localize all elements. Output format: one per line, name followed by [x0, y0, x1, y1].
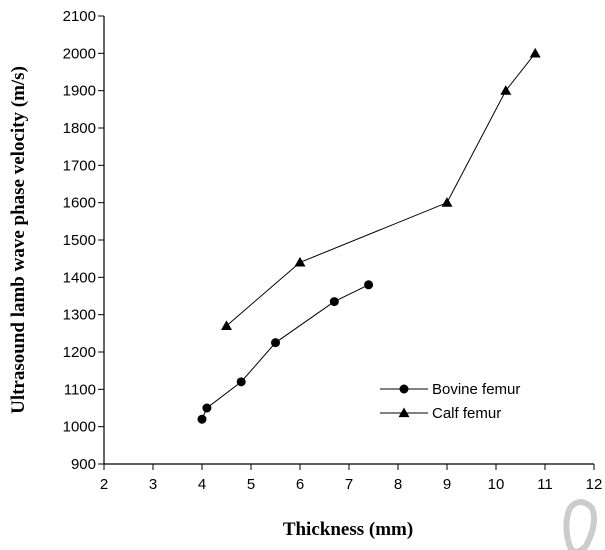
data-point-bovine-femur [329, 297, 339, 307]
series-line-calf-femur [226, 53, 536, 327]
data-point-bovine-femur [271, 338, 280, 348]
x-tick-label: 8 [394, 476, 402, 493]
x-ticks: 2 3 4 5 6 7 8 9 10 11 12 [100, 464, 603, 493]
legend-marker-calf-femur [398, 407, 410, 418]
x-tick-label: 10 [488, 476, 505, 493]
x-tick-label: 6 [296, 476, 304, 493]
series-group [197, 47, 541, 424]
data-point-calf-femur [529, 47, 541, 58]
legend: Bovine femur Calf femur [380, 381, 520, 422]
data-point-bovine-femur [197, 414, 207, 424]
x-tick-label: 11 [537, 476, 553, 493]
x-tick-label: 9 [443, 476, 451, 493]
y-tick-label: 2000 [63, 45, 96, 62]
data-point-calf-femur [441, 197, 453, 207]
y-axis-title: Ultrasound lamb wave phase velocity (m/s… [8, 66, 29, 414]
axes [103, 16, 594, 465]
x-tick-label: 4 [198, 476, 206, 493]
y-tick-label: 1500 [63, 232, 96, 249]
data-point-calf-femur [294, 256, 306, 267]
series-bovine-femur [197, 280, 374, 424]
y-tick-label: 1300 [63, 307, 96, 324]
y-tick-label: 1000 [63, 419, 96, 436]
x-axis-title: Thickness (mm) [283, 519, 413, 540]
x-tick-label: 2 [100, 476, 108, 493]
x-tick-label: 7 [345, 476, 353, 493]
y-tick-label: 1400 [63, 269, 96, 286]
y-tick-label: 1800 [63, 120, 96, 137]
data-point-bovine-femur [202, 403, 212, 413]
y-tick-label: 2100 [63, 8, 96, 25]
legend-label-bovine-femur: Bovine femur [432, 381, 520, 398]
series-calf-femur [221, 47, 541, 330]
y-tick-label: 1900 [63, 83, 96, 100]
data-point-bovine-femur [364, 280, 374, 290]
watermark-shape [563, 499, 597, 550]
data-point-bovine-femur [236, 377, 246, 387]
y-tick-label: 1200 [63, 344, 96, 361]
data-point-calf-femur [221, 320, 232, 330]
legend-label-calf-femur: Calf femur [432, 405, 501, 422]
y-tick-label: 1700 [63, 157, 96, 174]
series-line-bovine-femur [201, 284, 369, 420]
y-tick-label: 1600 [63, 195, 96, 212]
y-ticks: 900 1000 1100 1200 1300 1400 1500 1600 1700 1800 1… [63, 8, 104, 473]
x-tick-label: 5 [247, 476, 255, 493]
x-tick-label: 3 [149, 476, 157, 493]
y-tick-label: 900 [71, 456, 96, 473]
legend-marker-bovine-femur [399, 384, 409, 394]
x-tick-label: 12 [586, 476, 603, 493]
y-tick-label: 1100 [64, 381, 96, 398]
data-point-calf-femur [500, 85, 512, 95]
